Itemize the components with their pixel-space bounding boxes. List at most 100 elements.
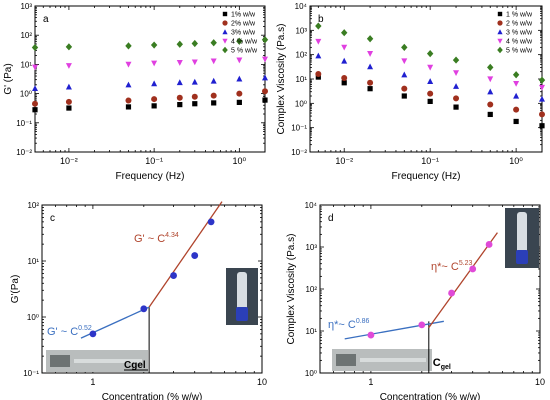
y-tick-label: 10¹ [27,257,39,266]
legend-label: 2% w/w [231,21,256,28]
data-point [32,107,38,113]
data-point [513,106,520,113]
data-point [125,97,132,104]
x-tick-label: 1 [368,377,373,387]
fit-label: G' ~ C4.34 [134,232,179,245]
panel-b: 10⁻² 10⁻¹ 10⁰ 10⁻² 10⁻¹ 10⁰ 10¹ 10² 10³ 10⁴ Freque… [276,2,546,182]
photo-detail [74,359,142,363]
data-point [177,102,183,108]
data-point [367,79,374,86]
fit-label: G' ~ C0.52 [47,325,92,338]
y-tick-label: 10² [305,285,317,294]
data-point [367,51,374,57]
fit-label-main: G' ~ C [47,326,78,338]
data-point [497,11,503,17]
data-point [151,96,158,103]
x-axis-label: Frequency (Hz) [392,171,461,182]
data-point [262,74,268,81]
data-point [448,289,455,297]
data-point [366,35,374,43]
y-tick-label: 10⁰ [27,313,39,322]
data-point [513,80,520,87]
legend-label: 5 % w/w [231,48,258,55]
data-point [236,37,243,45]
data-point [487,111,493,118]
data-point [32,100,38,107]
data-point [191,93,198,100]
data-point [539,111,545,118]
data-point [262,97,268,103]
inset-photo-strip [46,350,148,372]
data-point [176,79,183,86]
y-tick-label: 10⁻² [291,148,307,157]
data-point [191,59,198,66]
data-point [401,85,408,92]
data-point [151,80,158,87]
legend-label: 1% w/w [231,12,256,19]
data-point [222,29,228,35]
data-point [367,331,375,339]
data-point [315,38,322,45]
panel-letter: b [318,14,324,25]
gel-label: Cgel [124,360,146,371]
data-point [125,61,132,68]
data-point [210,92,217,99]
x-axis-label: Frequency (Hz) [116,171,185,182]
data-point [210,39,217,47]
data-point [65,83,72,90]
panel-letter: c [50,213,55,224]
series [367,241,493,339]
fit-label-exponent: 4.34 [165,232,179,239]
inset-photo-strip [332,349,432,371]
x-tick-label: 10⁻¹ [145,156,163,166]
x-tick-label: 10⁻² [60,156,78,166]
x-axis-label: Concentration (% w/w) [102,392,203,400]
x-tick-label: 10⁻² [335,156,353,166]
data-point [65,63,72,69]
fit-label-main: G' ~ C [134,233,165,245]
data-point [469,265,477,273]
data-point [497,46,503,54]
data-point [191,39,198,48]
fit-label: η*~ C0.86 [328,318,370,331]
series [32,56,268,71]
data-point [367,63,374,70]
series [32,97,268,113]
data-point [487,63,494,71]
gel-label-main: C [433,357,441,369]
data-point [176,60,183,66]
data-point [176,94,183,101]
data-point [31,43,39,52]
plot-frame [34,5,266,153]
inset-photo-tube [505,208,539,268]
data-point [66,105,72,111]
data-point [341,57,348,64]
y-tick-label: 10⁴ [295,2,308,11]
data-point [341,80,347,86]
fit-label-main: η*~ C [328,319,356,331]
y-axis-label: G' (Pa) [3,63,14,94]
plot-frame [41,204,263,374]
y-tick-label: 10⁻¹ [291,124,307,133]
data-point [192,101,198,107]
data-point [315,71,322,78]
data-point [261,36,269,44]
y-tick-label: 10⁰ [20,90,32,99]
fit-label-main: η*~ C [431,261,459,273]
x-tick-label: 10⁰ [233,156,247,166]
fit-line [344,320,444,340]
panel-letter: a [43,14,49,25]
data-point [176,40,183,48]
legend: 1 % w/w 2 % w/w 3 % w/w 4 % w/w 5 % w/w [497,12,533,55]
data-point [125,104,132,110]
data-point [210,77,217,84]
data-point [512,71,520,79]
data-point [315,22,322,30]
data-point [222,38,228,44]
data-point [65,43,73,51]
inset-photo-tube [226,268,258,325]
data-point [210,58,217,65]
x-tick-label: 10 [257,377,267,387]
data-point [367,86,373,92]
